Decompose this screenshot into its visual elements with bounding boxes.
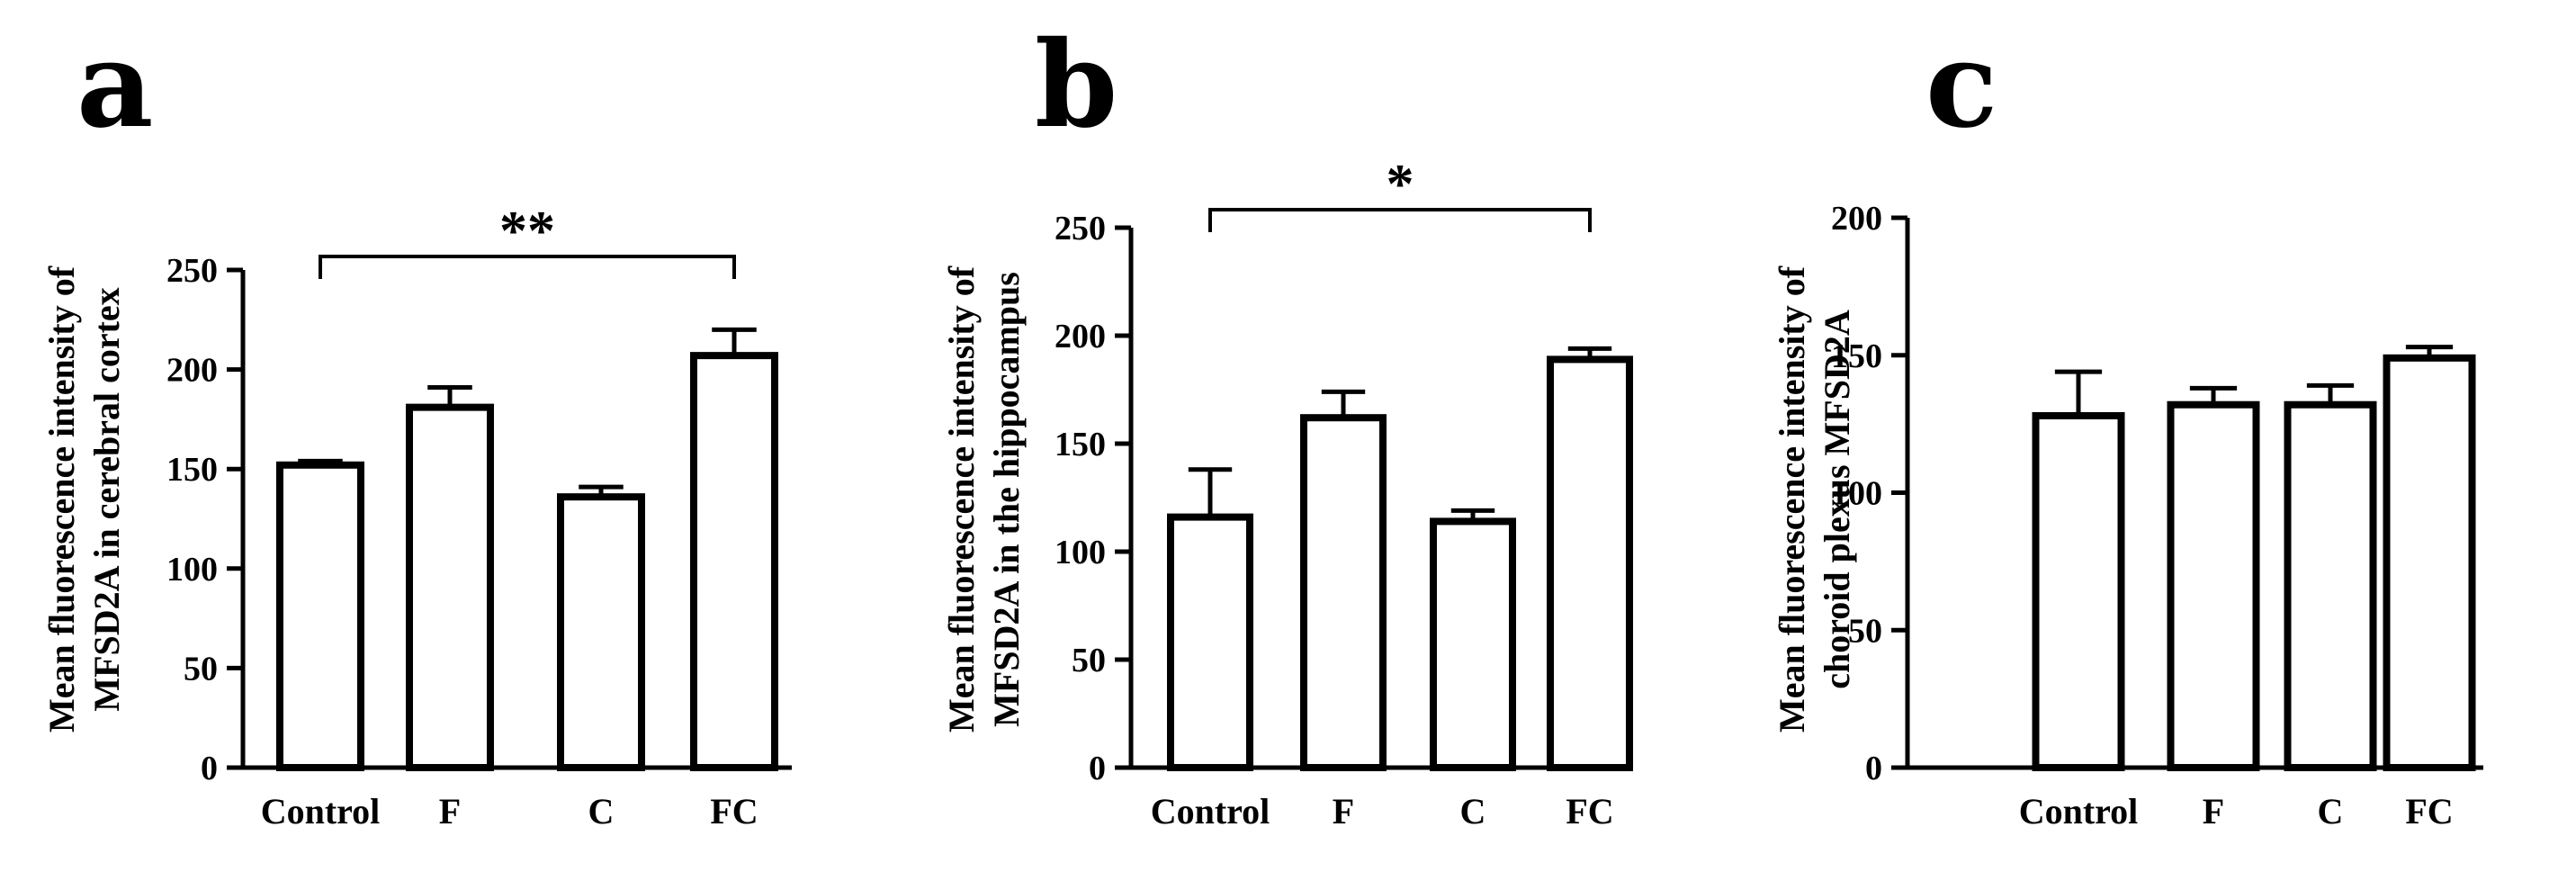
x-tick-label: Control: [261, 791, 381, 832]
x-tick-label: C: [2318, 791, 2344, 832]
x-tick-label: FC: [1566, 791, 1613, 832]
y-tick-label: 200: [1055, 318, 1106, 355]
y-tick-label: 200: [1831, 200, 1882, 238]
bar-control: [2032, 411, 2125, 771]
y-axis-label: Mean fluorescence intensity of choroid pl…: [1772, 265, 1857, 733]
y-tick-label: 250: [1055, 210, 1106, 247]
x-tick-label: Control: [1151, 791, 1270, 832]
bar-c: [557, 493, 645, 772]
y-tick-label: 50: [1072, 642, 1106, 679]
bar-fc: [690, 352, 778, 771]
x-tick-label: C: [588, 791, 615, 832]
panel-letter-c: c: [1925, 15, 1997, 155]
x-tick-label: C: [1460, 791, 1486, 832]
y-axis-label-line: Mean fluorescence intensity of: [1772, 265, 1812, 733]
x-tick-label: Control: [2019, 791, 2139, 832]
y-tick-label: 50: [184, 650, 218, 688]
y-tick-label: 100: [1831, 475, 1882, 513]
significance-label: **: [499, 201, 555, 262]
y-tick-label: 250: [166, 252, 218, 290]
significance-bracket: [1208, 208, 1592, 232]
bar-control: [1167, 513, 1253, 771]
bar-f: [2167, 400, 2260, 771]
y-tick-label: 0: [1089, 750, 1106, 787]
bar-fc: [1547, 355, 1633, 771]
y-tick-label: 200: [166, 352, 218, 390]
x-tick-label: F: [1333, 791, 1354, 832]
bar-f: [1300, 414, 1387, 771]
bar-c: [2284, 400, 2377, 771]
x-tick-label: F: [439, 791, 461, 832]
y-tick-label: 150: [1831, 337, 1882, 375]
significance-label: *: [1387, 154, 1414, 215]
x-tick-label: F: [2203, 791, 2224, 832]
x-tick-label: FC: [710, 791, 758, 832]
y-tick-label: 100: [166, 551, 218, 589]
y-tick-label: 150: [1055, 426, 1106, 463]
y-tick-label: 0: [1865, 750, 1882, 787]
y-tick-label: 0: [201, 750, 218, 787]
bar-c: [1430, 517, 1516, 772]
y-axis-label-line: choroid plexus MFSD2A: [1817, 310, 1857, 689]
y-tick-label: 150: [166, 451, 218, 489]
bar-control: [276, 461, 364, 771]
y-tick-label: 50: [1848, 612, 1882, 650]
significance-bracket: [319, 255, 736, 279]
panel-letter-b: b: [1035, 15, 1117, 155]
y-tick-label: 100: [1055, 534, 1106, 571]
bar-f: [406, 403, 494, 771]
y-axis-label-line: MFSD2A in the hippocampus: [986, 272, 1027, 727]
x-tick-label: FC: [2405, 791, 2453, 832]
panel-letter-a: a: [76, 15, 154, 155]
y-axis-label-line: Mean fluorescence intensity of: [941, 265, 982, 733]
y-axis-label-line: Mean fluorescence intensity of: [41, 265, 82, 733]
y-axis-label-line: MFSD2A in cerebral cortex: [86, 287, 127, 711]
bar-fc: [2383, 354, 2476, 771]
y-axis-label: Mean fluorescence intensity of MFSD2A in …: [41, 265, 127, 733]
y-axis-label: Mean fluorescence intensity of MFSD2A in …: [941, 265, 1027, 733]
